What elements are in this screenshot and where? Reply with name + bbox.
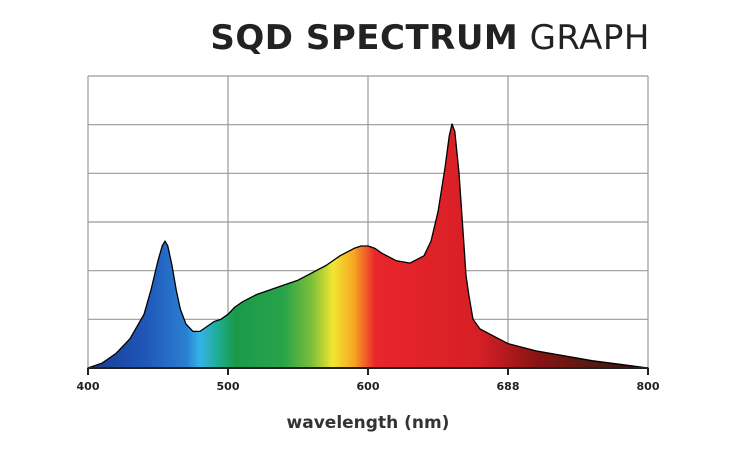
chart-title-bold: SQD SPECTRUM <box>210 18 519 58</box>
x-tick-label-0: 400 <box>77 380 100 393</box>
chart-title-light: GRAPH <box>529 18 650 58</box>
x-tick-labels: 400 500 600 688 800 <box>77 380 660 393</box>
x-axis <box>87 367 649 375</box>
x-tick-label-4: 800 <box>637 380 660 393</box>
chart-title: SQD SPECTRUM GRAPH <box>200 18 650 58</box>
x-axis-label: wavelength (nm) <box>287 413 450 433</box>
x-tick-label-2: 600 <box>357 380 380 393</box>
series-area <box>87 123 649 369</box>
x-tick-label-1: 500 <box>217 380 240 393</box>
x-tick-label-3: 688 <box>497 380 520 393</box>
spectrum-area <box>87 123 649 369</box>
